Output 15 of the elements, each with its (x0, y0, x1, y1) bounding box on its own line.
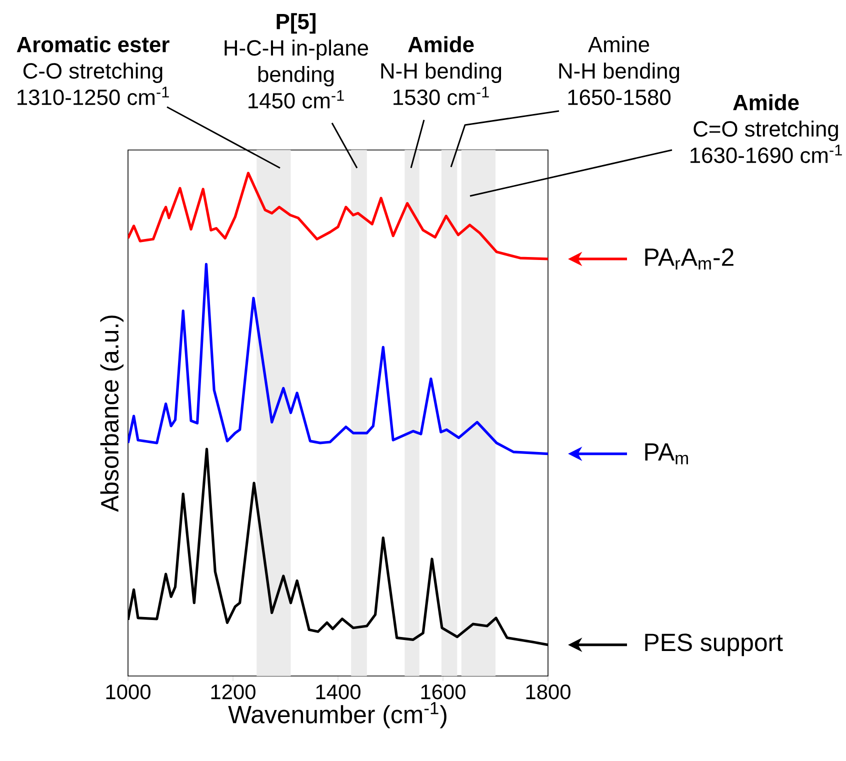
legend-label: PA$_{m}$ (645, 443, 688, 464)
x-tick-label: 1800 (526, 684, 570, 700)
band-label: Amine N-H bending 1650-1580 (559, 36, 680, 106)
band-label: Amide N-H bending 1530 cm$^{-1}$ (381, 36, 502, 106)
x-tick-label: 1400 (316, 684, 360, 700)
x-tick-label: 1000 (106, 684, 150, 700)
x-axis-title: Wavenumber (cm$^{-1}$) (228, 702, 446, 728)
y-axis-title: Absorbance (a.u.) (100, 316, 124, 512)
band-label: P[5] H-C-H in-plane bending 1450 cm$^{-1}$ (224, 13, 368, 108)
band-label: Aromatic ester C-O stretching 1310-1250 cm$^{-1}$ (16, 36, 170, 106)
x-tick-label: 1600 (421, 684, 466, 700)
legend-label: PES support (645, 634, 783, 656)
band-label: Amide C=O stretching 1630-1690 cm$^{-1}$ (690, 94, 842, 164)
x-tick-label: 1200 (211, 684, 256, 700)
legend-label: PA$_{r}$A$_{m}$-2 (645, 248, 734, 270)
